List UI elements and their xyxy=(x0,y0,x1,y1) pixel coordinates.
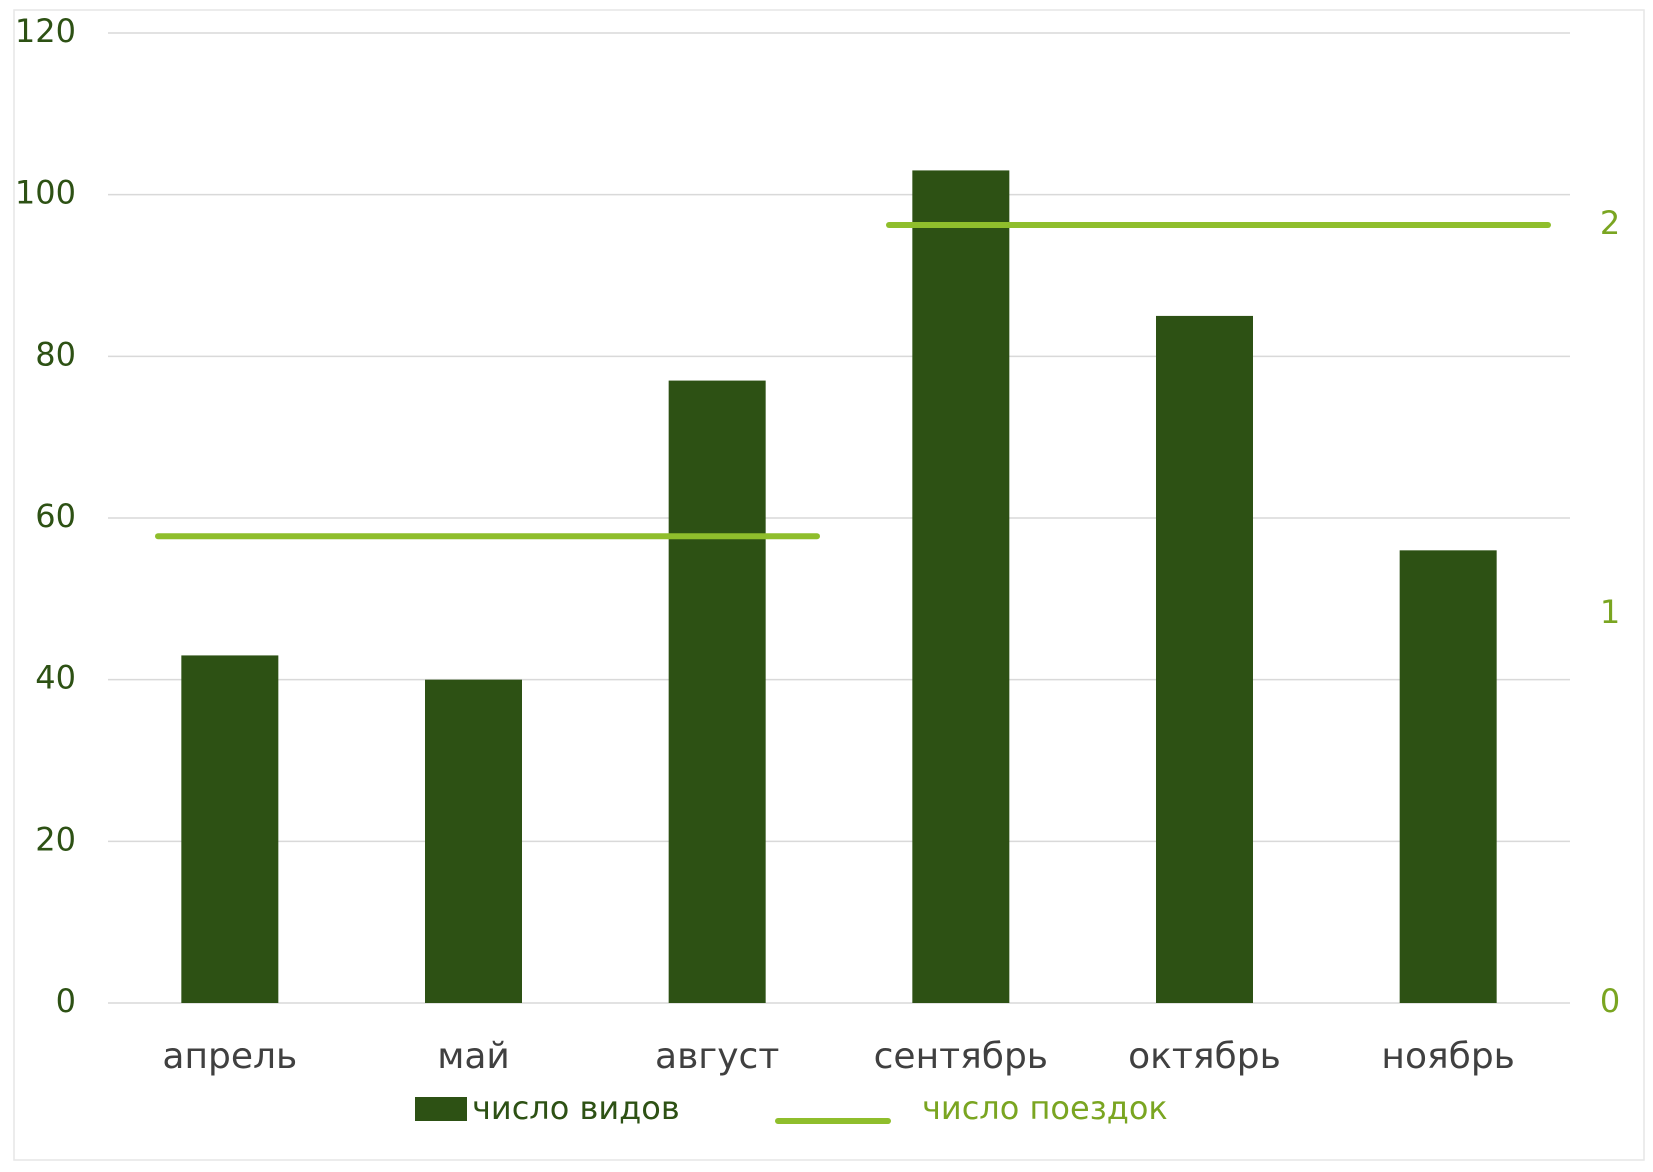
x-axis-tick-label: ноябрь xyxy=(1381,1036,1515,1077)
legend-bar-label: число видов xyxy=(472,1089,680,1127)
chart-border xyxy=(13,9,1645,1161)
left-axis-tick-label: 120 xyxy=(15,12,76,50)
legend-bar-swatch xyxy=(415,1097,467,1121)
bar xyxy=(1399,550,1497,1003)
left-axis-tick-label: 100 xyxy=(15,174,76,212)
left-axis-tick-label: 40 xyxy=(35,659,76,697)
x-axis: апрель май август сентябрь октябрь ноябрь xyxy=(162,1036,1514,1077)
left-axis-tick-label: 80 xyxy=(35,335,76,373)
left-axis: 0 20 40 60 80 100 120 xyxy=(15,12,76,1020)
bar xyxy=(668,380,766,1003)
bar-series xyxy=(181,170,1497,1004)
left-axis-tick-label: 60 xyxy=(35,497,76,535)
bar xyxy=(181,655,279,1003)
legend: число видов число поездок xyxy=(415,1089,1168,1127)
bar xyxy=(1156,315,1253,1004)
x-axis-tick-label: сентябрь xyxy=(874,1036,1048,1077)
right-axis-tick-label: 0 xyxy=(1600,982,1620,1020)
gridlines xyxy=(108,32,1570,1004)
right-axis-tick-label: 2 xyxy=(1600,204,1620,242)
bar xyxy=(425,679,522,1003)
x-axis-tick-label: май xyxy=(437,1036,510,1077)
bar xyxy=(912,170,1010,1003)
right-axis: 0 1 2 xyxy=(1600,204,1620,1020)
x-axis-tick-label: апрель xyxy=(162,1036,297,1077)
right-axis-tick-label: 1 xyxy=(1600,593,1620,631)
line-series xyxy=(155,222,1551,540)
legend-line-label: число поездок xyxy=(922,1089,1168,1127)
x-axis-tick-label: октябрь xyxy=(1128,1036,1281,1077)
left-axis-tick-label: 20 xyxy=(35,820,76,858)
left-axis-tick-label: 0 xyxy=(56,982,76,1020)
x-axis-tick-label: август xyxy=(655,1036,779,1077)
